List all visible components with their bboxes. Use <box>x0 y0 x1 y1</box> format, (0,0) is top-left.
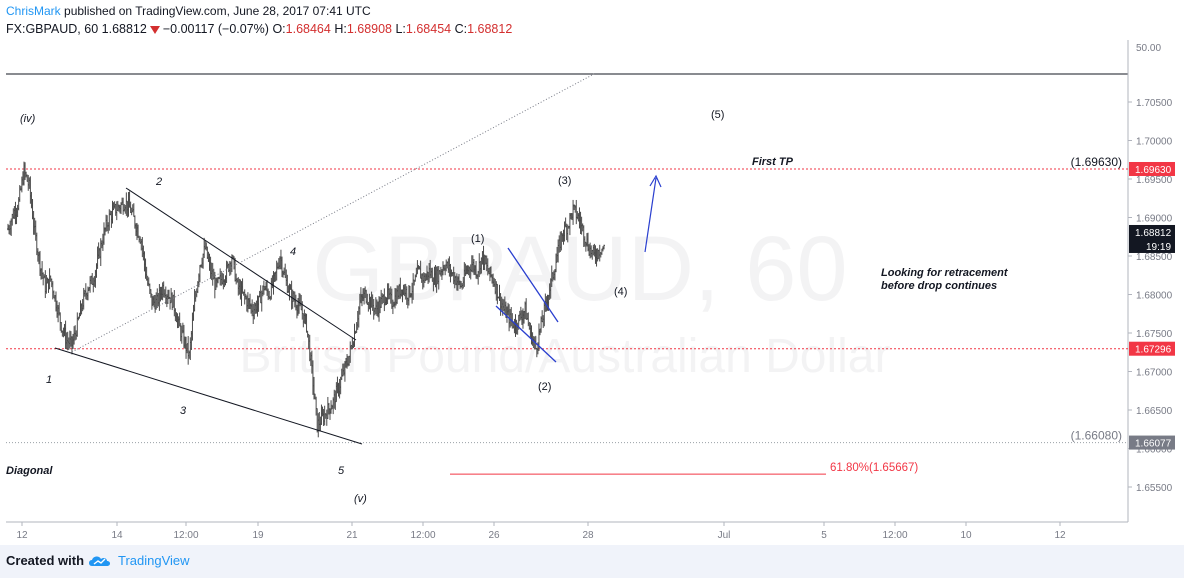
level-badge-text: 1.69630 <box>1135 165 1172 176</box>
footer: Created with TradingView <box>0 545 1184 578</box>
x-tick-label: 10 <box>960 530 972 541</box>
publish-line: ChrisMark published on TradingView.com, … <box>6 4 371 18</box>
x-tick-label: 5 <box>821 530 827 541</box>
ohlc-line: FX:GBPAUD, 60 1.68812 −0.00117 (−0.07%) O… <box>6 22 512 36</box>
last-price-badge <box>1129 224 1175 253</box>
level-label: (1.66080) <box>1071 429 1122 443</box>
projection-dotted-line[interactable] <box>71 73 595 353</box>
y-tick-label: 1.65500 <box>1136 483 1173 494</box>
x-tick-label: 14 <box>111 530 123 541</box>
diagonal-lower-line[interactable] <box>54 347 363 445</box>
note-line-2: before drop continues <box>881 280 997 292</box>
fib-level-label: 61.80%(1.65667) <box>830 462 918 474</box>
x-tick-label: 21 <box>346 530 358 541</box>
last-price-badge-text: 1.68812 <box>1135 228 1172 239</box>
symbol-label: FX:GBPAUD, 60 <box>6 22 99 36</box>
y-tick-label: 1.66000 <box>1136 445 1173 456</box>
y-tick-label: 1.70500 <box>1136 98 1173 109</box>
wave-label-1: 1 <box>46 374 52 386</box>
watermark-name: British Pound/Australian Dollar <box>240 330 891 383</box>
indicator-top-tick: 50.00 <box>1136 43 1161 54</box>
wave-label-2-paren: (2) <box>538 381 551 393</box>
close-label: C: <box>454 22 468 36</box>
wave-channel-lower[interactable] <box>495 305 557 363</box>
y-tick-label: 1.67000 <box>1136 368 1173 379</box>
open-label: O: <box>272 22 286 36</box>
price-axis[interactable]: 1.65500 1.66000 1.66500 1.67000 1.67500 1.680… <box>1128 98 1173 494</box>
x-tick-label: 12:00 <box>410 530 435 541</box>
horizontal-levels: (1.69630) (1.66080) 61.80%(1.65667) <box>6 155 1128 475</box>
watermark-symbol: GBPAUD, 60 <box>312 218 847 320</box>
tradingview-cloud-icon <box>89 556 110 566</box>
published-text: published on TradingView.com, June 28, 2… <box>64 4 371 18</box>
x-tick-label: 28 <box>582 530 594 541</box>
x-tick-label: 26 <box>488 530 500 541</box>
author-link[interactable]: ChrisMark <box>6 4 61 18</box>
y-tick-label: 1.68500 <box>1136 252 1173 263</box>
wave-label-3-paren: (3) <box>558 175 571 187</box>
low-label: L: <box>395 22 406 36</box>
created-with-label: Created with <box>6 553 85 568</box>
y-tick-label: 1.68000 <box>1136 291 1173 302</box>
countdown-text: 19:19 <box>1146 242 1171 253</box>
wave-label-5-paren: (5) <box>711 109 724 121</box>
level-badge <box>1129 435 1175 450</box>
note-line-1: Looking for retracement <box>881 267 1009 279</box>
price-change: −0.00117 (−0.07%) <box>162 22 269 36</box>
high-label: H: <box>334 22 347 36</box>
candles <box>7 161 605 438</box>
level-badge <box>1129 161 1175 176</box>
level-badge-text: 1.66077 <box>1135 439 1172 450</box>
y-tick-label: 1.66500 <box>1136 406 1173 417</box>
close-value: 1.68812 <box>467 22 513 36</box>
chart-header: ChrisMark published on TradingView.com, … <box>0 0 1184 44</box>
wave-channel-upper[interactable] <box>507 247 559 323</box>
target-arrow-shaft[interactable] <box>644 177 657 253</box>
last-price-value: 1.68812 <box>101 22 147 36</box>
wave-label-3: 3 <box>180 405 187 417</box>
x-tick-label: 12:00 <box>882 530 907 541</box>
x-tick-label: Jul <box>718 530 731 541</box>
wave-label-5: 5 <box>338 465 345 477</box>
level-badge <box>1129 341 1175 356</box>
x-tick-label: 19 <box>252 530 264 541</box>
diagonal-upper-line[interactable] <box>125 187 357 341</box>
wave-label-4-paren: (4) <box>614 286 627 298</box>
diagonal-label: Diagonal <box>6 465 53 477</box>
y-tick-label: 1.70000 <box>1136 137 1173 148</box>
price-axis-badges: 1.69630 1.67296 1.66077 1.68812 19:19 <box>1129 161 1175 450</box>
y-tick-label: 1.67500 <box>1136 329 1173 340</box>
open-value: 1.68464 <box>285 22 331 36</box>
target-arrow-head-icon <box>649 174 662 188</box>
down-triangle-icon <box>149 25 160 34</box>
time-axis[interactable]: 12 14 12:00 19 21 12:00 26 28 Jul 5 12:00 10 12 <box>16 522 1066 541</box>
tradingview-link[interactable]: TradingView <box>118 553 190 568</box>
x-tick-label: 12 <box>16 530 28 541</box>
wave-label-4: 4 <box>290 246 296 258</box>
level-badge-text: 1.67296 <box>1135 345 1172 356</box>
wave-label-v: (v) <box>354 493 367 505</box>
high-value: 1.68908 <box>346 22 392 36</box>
level-label: (1.69630) <box>1071 155 1122 169</box>
y-tick-label: 1.69500 <box>1136 175 1173 186</box>
first-tp-label: First TP <box>752 156 794 168</box>
low-value: 1.68454 <box>405 22 452 36</box>
wave-label-iv: (iv) <box>20 113 36 125</box>
y-tick-label: 1.69000 <box>1136 214 1173 225</box>
x-tick-label: 12:00 <box>173 530 198 541</box>
x-tick-label: 12 <box>1054 530 1066 541</box>
wave-label-1-paren: (1) <box>471 233 484 245</box>
price-chart[interactable]: 50.00 GBPAUD, 60 British Pound/Australia… <box>0 0 1184 545</box>
wave-label-2: 2 <box>155 176 162 188</box>
